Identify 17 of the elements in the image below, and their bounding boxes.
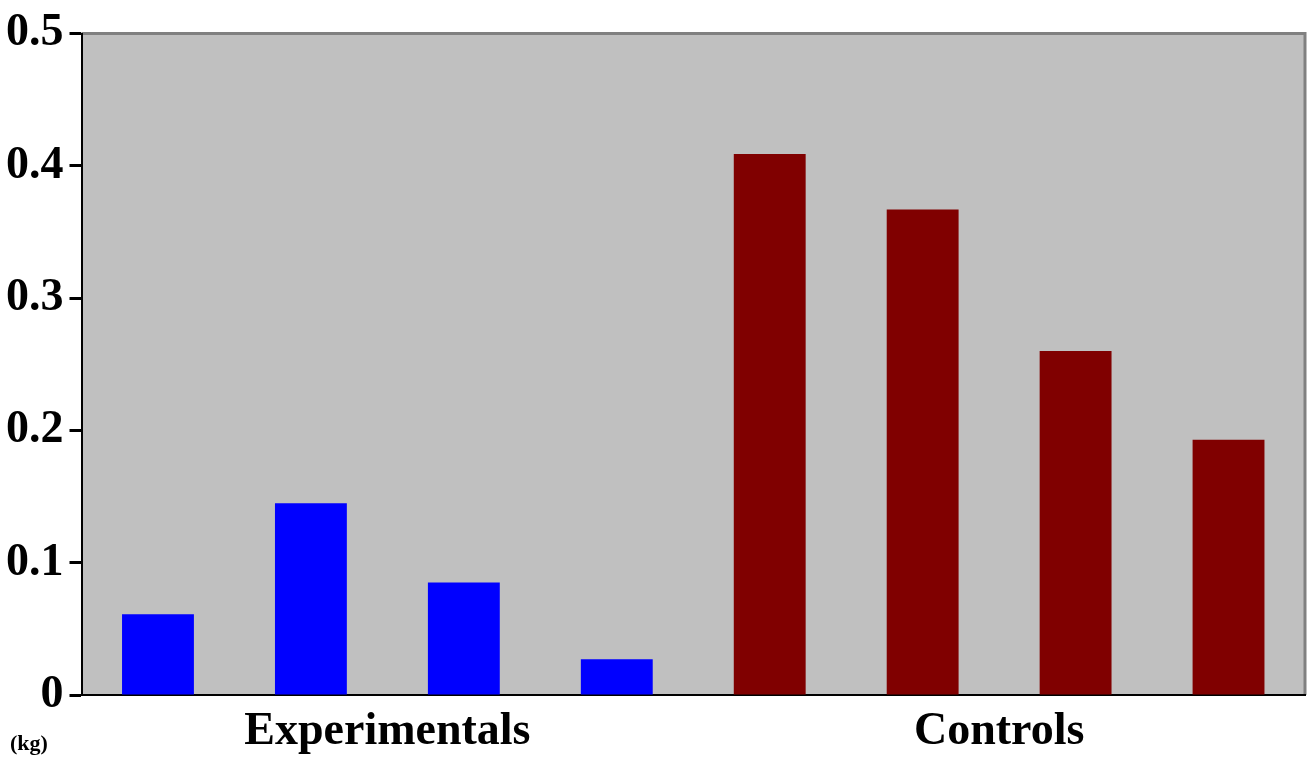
- y-tick-label: 0.5: [6, 4, 64, 56]
- y-tick-label: 0: [40, 665, 64, 717]
- y-tick-label: 0.4: [6, 136, 64, 188]
- y-tick-label: 0.1: [6, 533, 64, 585]
- bar: [427, 582, 500, 695]
- text: Experimentals: [244, 702, 531, 754]
- bar: [580, 659, 653, 695]
- bar: [1039, 351, 1112, 695]
- y-tick-label: 0.3: [6, 269, 64, 321]
- text: Controls: [913, 702, 1085, 754]
- bar: [733, 153, 806, 695]
- y-axis-title: (kg): [10, 729, 48, 755]
- y-tick-label: 0.2: [6, 401, 64, 453]
- bar: [274, 503, 347, 695]
- bar: [1192, 439, 1265, 695]
- bar: [122, 614, 194, 695]
- bar: [886, 209, 959, 695]
